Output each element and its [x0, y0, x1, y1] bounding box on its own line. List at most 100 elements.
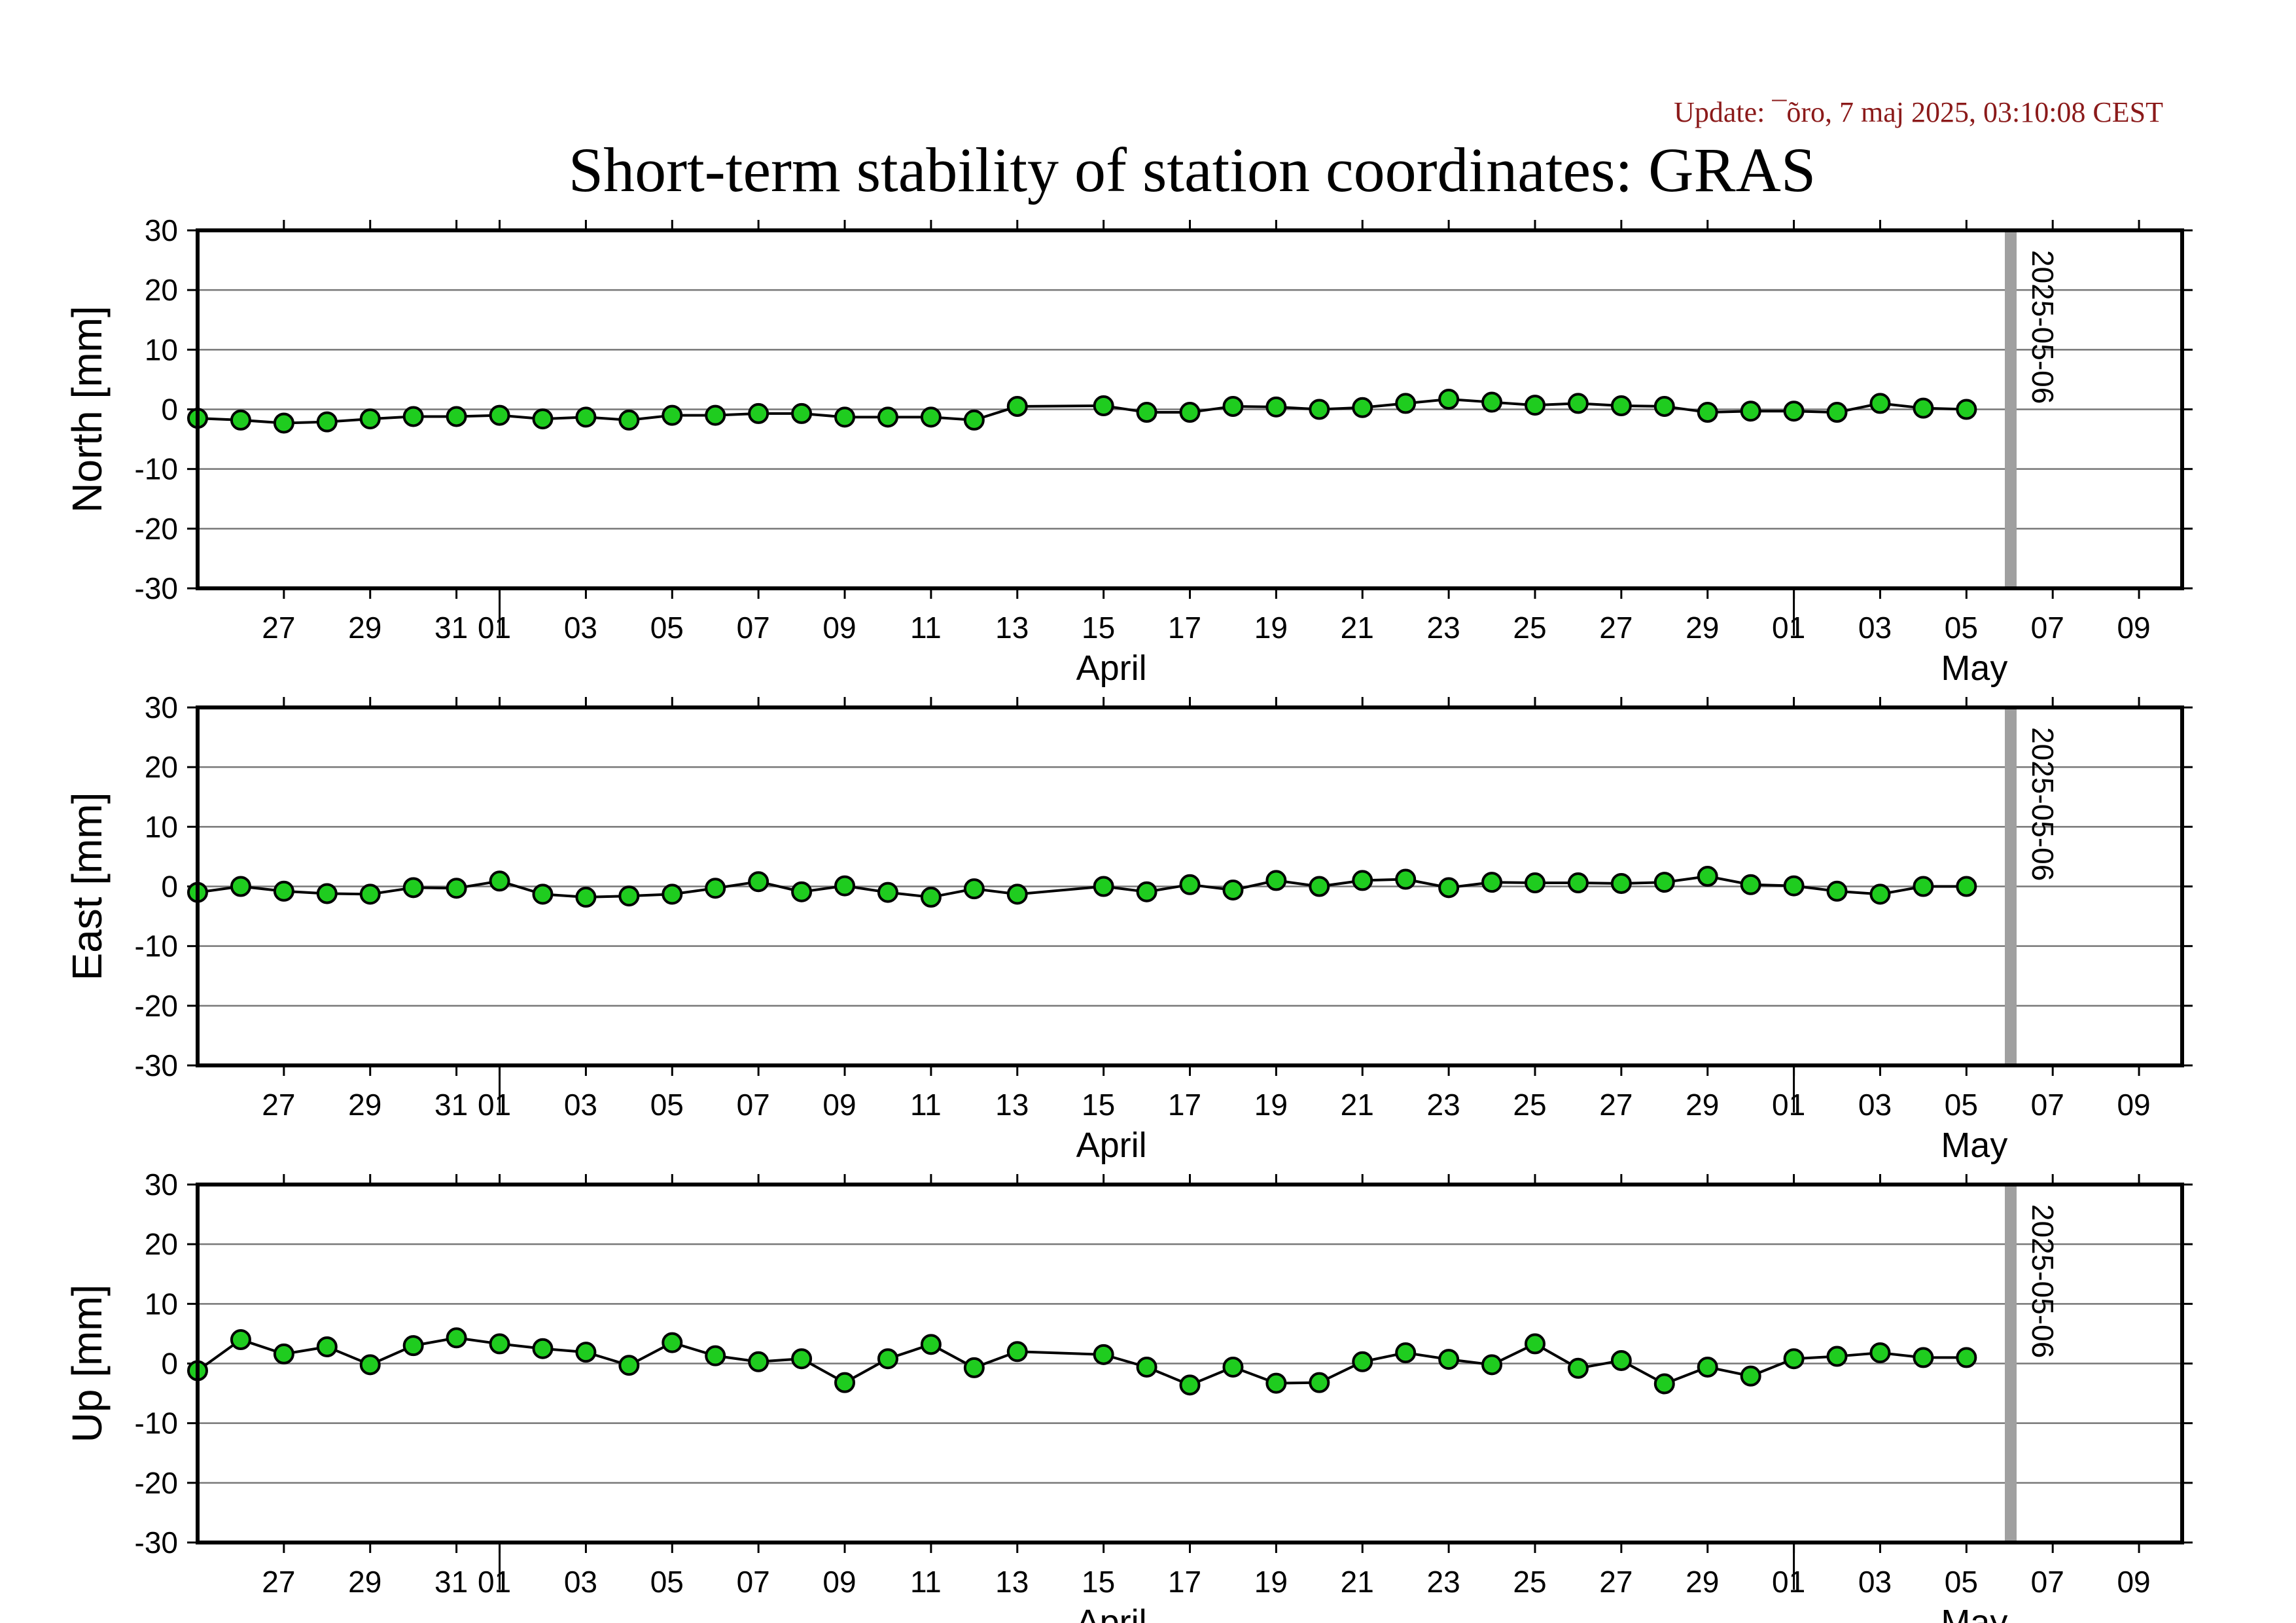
- x-tick-label: 17: [1168, 1565, 1201, 1599]
- data-point: [575, 406, 597, 428]
- data-point: [316, 411, 338, 433]
- data-point: [1869, 393, 1891, 414]
- x-tick-label: 27: [262, 1088, 295, 1122]
- data-point: [1093, 395, 1114, 417]
- month-label: April: [1076, 1603, 1147, 1623]
- data-point: [705, 878, 726, 899]
- data-point: [575, 886, 597, 908]
- x-tick-label: 15: [1082, 1088, 1115, 1122]
- data-point: [273, 412, 294, 434]
- y-tick-label: -30: [135, 1525, 178, 1560]
- x-tick-label: 07: [737, 1565, 770, 1599]
- y-tick-label: 10: [145, 1287, 178, 1321]
- x-tick-label: 01: [1772, 611, 1805, 645]
- date-marker-label: 2025-05-06: [2026, 727, 2060, 881]
- data-point: [748, 402, 769, 424]
- x-tick-label: 25: [1513, 611, 1546, 645]
- y-tick-label: 0: [161, 393, 178, 427]
- data-point: [1395, 868, 1417, 890]
- x-tick-label: 29: [348, 1088, 381, 1122]
- data-point: [662, 883, 683, 905]
- panel-1: 30 20 10 0 -10 -20 -30 North [mm] 2025-05-06 27 29…: [63, 213, 2193, 688]
- data-point: [273, 1343, 294, 1364]
- data-point: [748, 1351, 769, 1372]
- y-tick-label: 30: [145, 213, 178, 247]
- x-tick-label: 09: [822, 1565, 856, 1599]
- data-point: [1352, 397, 1373, 418]
- x-tick-label: 03: [564, 611, 597, 645]
- data-point: [1481, 872, 1503, 893]
- data-point: [489, 1333, 510, 1355]
- date-marker-label: 2025-05-06: [2026, 250, 2060, 404]
- data-point: [1783, 1348, 1805, 1370]
- data-point: [1524, 1333, 1545, 1355]
- y-axis-title: East [mm]: [63, 792, 111, 980]
- data-point: [748, 871, 769, 893]
- x-tick-label: 23: [1427, 611, 1460, 645]
- data-point: [963, 409, 985, 431]
- data-point: [834, 875, 856, 897]
- x-tick-label: 03: [564, 1088, 597, 1122]
- data-point: [705, 1345, 726, 1366]
- data-point: [1610, 1349, 1632, 1371]
- data-point: [230, 1329, 251, 1351]
- month-label: April: [1076, 649, 1147, 688]
- x-tick-label: 07: [737, 611, 770, 645]
- plot-frame: [196, 228, 2184, 590]
- data-point: [1309, 399, 1330, 420]
- data-point: [618, 1355, 640, 1376]
- data-point: [1179, 1374, 1201, 1396]
- data-point: [618, 409, 640, 431]
- data-point: [705, 404, 726, 426]
- data-point: [920, 886, 942, 908]
- x-tick-label: 11: [910, 611, 942, 645]
- data-point: [1697, 1356, 1718, 1378]
- x-tick-label: 13: [995, 611, 1029, 645]
- y-tick-label: -20: [135, 1466, 178, 1500]
- month-label: April: [1076, 1126, 1147, 1165]
- data-point: [1309, 876, 1330, 897]
- data-point: [1438, 1349, 1460, 1370]
- data-point: [1136, 881, 1157, 902]
- data-point: [1697, 866, 1718, 887]
- x-tick-label: 11: [910, 1088, 942, 1122]
- x-tick-label: 25: [1513, 1088, 1546, 1122]
- panel-3: 30 20 10 0 -10 -20 -30 Up [mm] 2025-05-06 27 29 31 0…: [63, 1168, 2193, 1623]
- data-point: [1567, 393, 1589, 414]
- month-label: May: [1941, 1126, 2007, 1165]
- data-point: [877, 406, 898, 428]
- x-tick-label: 13: [995, 1088, 1029, 1122]
- x-tick-label: 31: [434, 1565, 468, 1599]
- data-point: [834, 406, 856, 428]
- data-point: [1740, 1365, 1761, 1387]
- data-point: [920, 406, 942, 428]
- data-point: [1438, 389, 1460, 410]
- x-tick-label: 09: [2117, 1565, 2150, 1599]
- data-point: [1395, 393, 1417, 414]
- y-tick-label: 30: [145, 1168, 178, 1202]
- x-tick-label: 19: [1254, 1565, 1288, 1599]
- x-tick-label: 05: [650, 1565, 684, 1599]
- x-tick-label: 03: [564, 1565, 597, 1599]
- x-tick-label: 07: [2031, 611, 2064, 645]
- x-tick-label: 19: [1254, 1088, 1288, 1122]
- date-marker-label: 2025-05-06: [2026, 1204, 2060, 1358]
- data-point: [446, 878, 467, 899]
- data-point: [402, 1335, 424, 1357]
- data-point: [920, 1334, 942, 1355]
- data-point: [359, 883, 381, 905]
- data-point: [618, 885, 640, 907]
- data-point: [1697, 402, 1718, 423]
- x-tick-label: 09: [2117, 1088, 2150, 1122]
- x-tick-label: 03: [1858, 611, 1892, 645]
- y-axis-title: North [mm]: [63, 306, 111, 512]
- data-point: [1869, 1342, 1891, 1364]
- data-point: [877, 882, 898, 903]
- data-point: [1438, 877, 1460, 899]
- data-point: [1653, 395, 1675, 417]
- x-tick-label: 07: [737, 1088, 770, 1122]
- data-point: [834, 1372, 856, 1393]
- data-point: [359, 1354, 381, 1376]
- data-point: [1783, 875, 1805, 897]
